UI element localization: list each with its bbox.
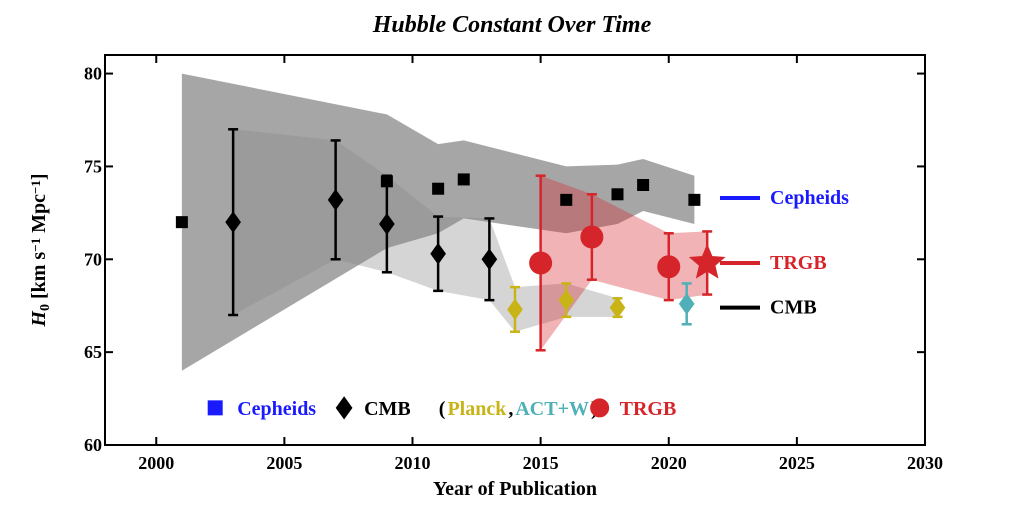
marker-diamond — [336, 397, 352, 419]
marker-circle — [658, 256, 680, 278]
marker-circle — [581, 226, 603, 248]
marker-square — [637, 179, 649, 191]
marker-square — [458, 173, 470, 185]
series-label: TRGB — [770, 252, 827, 274]
legend-text: ACT+W — [515, 398, 589, 420]
x-axis-label: Year of Publication — [433, 478, 597, 500]
marker-circle — [530, 252, 552, 274]
marker-circle — [591, 399, 609, 417]
xtick-label: 2030 — [907, 453, 943, 473]
series-label: Cepheids — [770, 187, 849, 209]
legend-text: Cepheids — [237, 398, 316, 420]
ytick-label: 80 — [84, 64, 102, 84]
xtick-label: 2025 — [779, 453, 815, 473]
legend-text: ( — [439, 398, 446, 420]
marker-square — [208, 401, 222, 415]
chart-title: Hubble Constant Over Time — [372, 12, 652, 38]
legend-text: Planck — [447, 398, 507, 420]
ytick-label: 65 — [84, 342, 102, 362]
marker-square — [176, 216, 188, 228]
xtick-label: 2000 — [138, 453, 174, 473]
ytick-label: 70 — [84, 249, 102, 269]
xtick-label: 2020 — [651, 453, 687, 473]
y-axis-label: H0 [km s−1 Mpc−1] — [28, 173, 53, 327]
legend-text: , — [508, 398, 513, 420]
legend-text: CMB — [364, 398, 411, 420]
marker-square — [381, 175, 393, 187]
marker-square — [612, 188, 624, 200]
marker-square — [688, 194, 700, 206]
marker-square — [432, 183, 444, 195]
xtick-label: 2015 — [523, 453, 559, 473]
xtick-label: 2005 — [266, 453, 302, 473]
ytick-label: 75 — [84, 156, 102, 176]
legend-text: TRGB — [620, 398, 677, 420]
ytick-label: 60 — [84, 435, 102, 455]
series-label: CMB — [770, 297, 817, 319]
marker-square — [560, 194, 572, 206]
xtick-label: 2010 — [395, 453, 431, 473]
